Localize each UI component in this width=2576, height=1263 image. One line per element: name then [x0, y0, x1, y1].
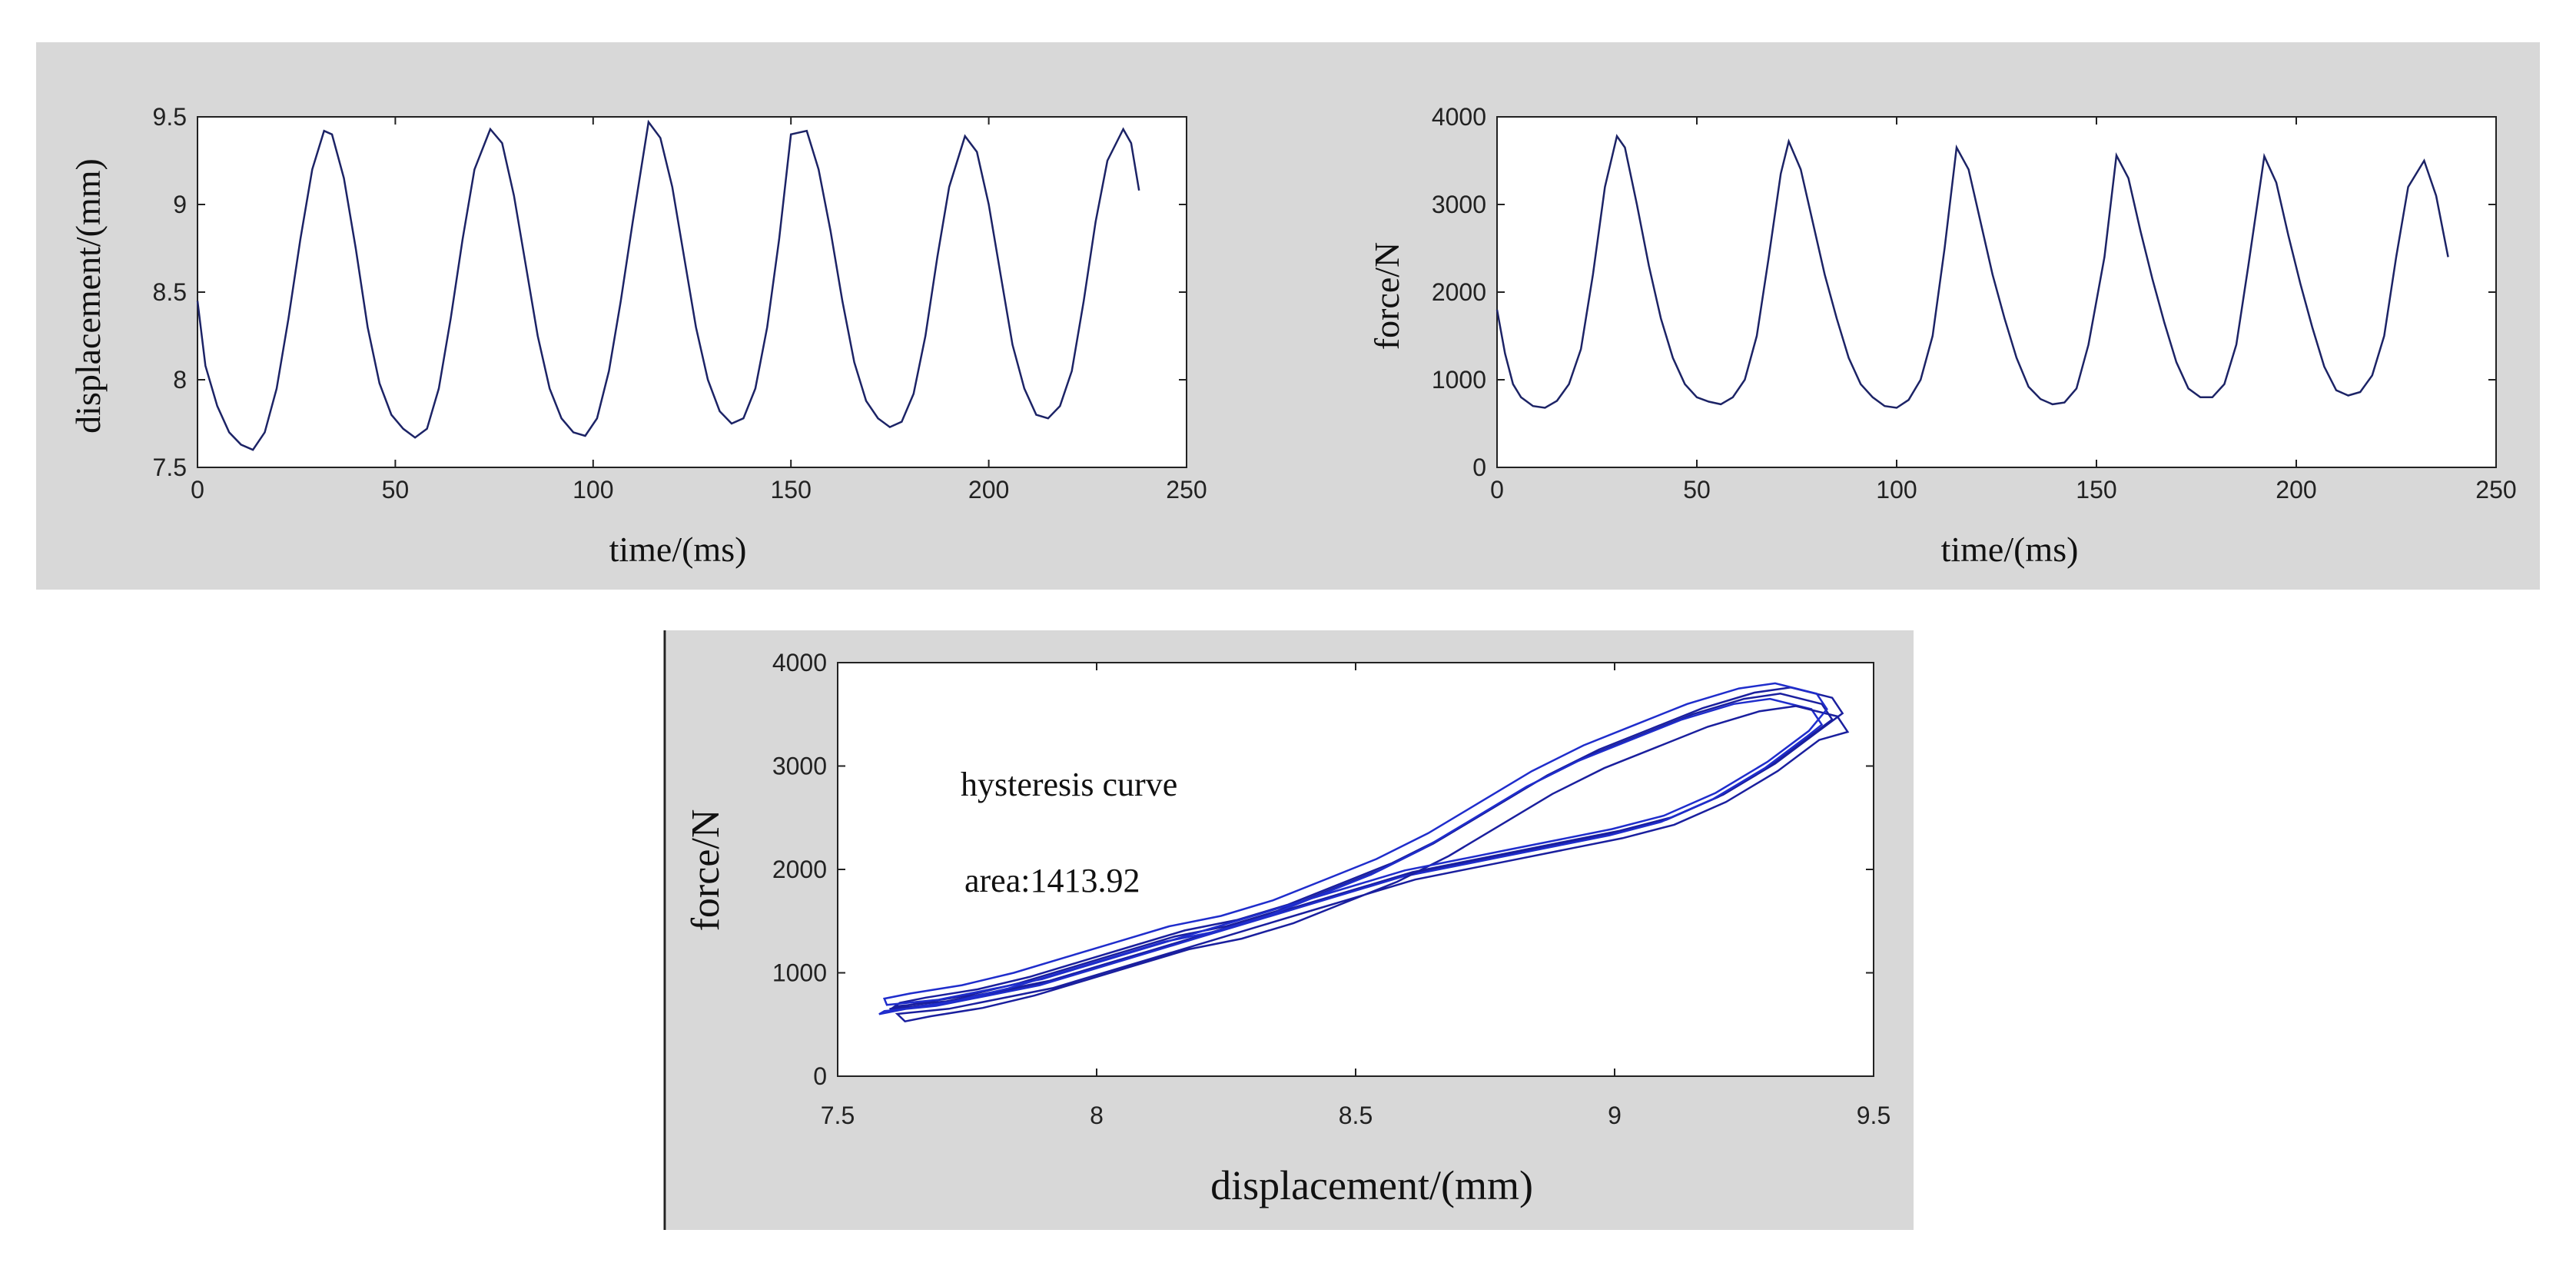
y-tick-label: 2000: [1432, 278, 1486, 306]
y-axis-title: force/N: [1367, 242, 1406, 350]
x-tick-label: 150: [771, 476, 812, 504]
x-tick-label: 250: [2475, 476, 2516, 504]
y-tick-label: 9.5: [153, 103, 187, 131]
x-tick-label: 9: [1608, 1102, 1622, 1129]
series-line-displacement: [196, 119, 1140, 451]
plot-area: [837, 662, 1874, 1077]
x-tick-label: 150: [2076, 476, 2116, 504]
series-hysteresis-loops: [878, 682, 1850, 1023]
x-axis-ticks: 7.5 8 8.5 9 9.5: [821, 663, 1891, 1129]
x-tick-label: 100: [1876, 476, 1917, 504]
y-axis-title: force/N: [684, 809, 728, 932]
hysteresis-loop-cycle: [882, 682, 1828, 1006]
y-axis-title: displacement/(mm): [68, 158, 108, 434]
y-tick-label: 2000: [772, 856, 827, 883]
y-tick-label: 1000: [772, 959, 827, 987]
y-tick-label: 9: [173, 191, 187, 218]
y-tick-label: 7.5: [153, 454, 187, 481]
chart-force-vs-time: 0 50 100 150 200 250 0 1000 2000 3000 4000 time/(…: [1230, 42, 2540, 590]
y-tick-label: 8: [173, 366, 187, 394]
x-tick-label: 200: [2276, 476, 2316, 504]
y-tick-label: 3000: [772, 753, 827, 780]
x-axis-title: displacement/(mm): [1210, 1162, 1533, 1208]
x-tick-label: 50: [382, 476, 410, 504]
annotation-area: area:1413.92: [964, 862, 1140, 899]
x-tick-label: 8.5: [1339, 1102, 1373, 1129]
x-axis-title: time/(ms): [609, 530, 747, 569]
y-tick-label: 3000: [1432, 191, 1486, 218]
annotation-hysteresis-curve: hysteresis curve: [961, 766, 1177, 803]
x-tick-label: 100: [573, 476, 613, 504]
chart-hysteresis: 7.5 8 8.5 9 9.5 0 1000 2000 3000 4000 hysteresis…: [663, 630, 1914, 1230]
x-axis-title: time/(ms): [1941, 530, 2079, 569]
x-tick-label: 8: [1090, 1102, 1104, 1129]
x-tick-label: 200: [968, 476, 1009, 504]
y-axis-ticks: 0 1000 2000 3000 4000: [772, 649, 1874, 1090]
x-tick-label: 250: [1166, 476, 1207, 504]
y-tick-label: 4000: [772, 649, 827, 676]
x-tick-label: 9.5: [1857, 1102, 1891, 1129]
y-tick-label: 0: [1472, 454, 1486, 481]
series-line-force: [1495, 134, 2449, 409]
hysteresis-loop-cycle: [895, 705, 1850, 1023]
x-tick-label: 7.5: [821, 1102, 855, 1129]
x-tick-label: 50: [1683, 476, 1711, 504]
chart-displacement-vs-time: 0 50 100 150 200 250 7.5 8 8.5 9 9.5 time/(ms) di…: [36, 42, 1230, 590]
y-tick-label: 0: [813, 1062, 827, 1090]
x-axis-ticks: 0 50 100 150 200 250: [1490, 117, 2517, 504]
y-axis-ticks: 0 1000 2000 3000 4000: [1432, 103, 2496, 481]
y-axis-ticks: 7.5 8 8.5 9 9.5: [153, 103, 1187, 481]
x-tick-label: 0: [191, 476, 204, 504]
y-tick-label: 1000: [1432, 366, 1486, 394]
y-tick-label: 8.5: [153, 278, 187, 306]
y-tick-label: 4000: [1432, 103, 1486, 131]
x-axis-ticks: 0 50 100 150 200 250: [191, 117, 1207, 504]
x-tick-label: 0: [1490, 476, 1504, 504]
